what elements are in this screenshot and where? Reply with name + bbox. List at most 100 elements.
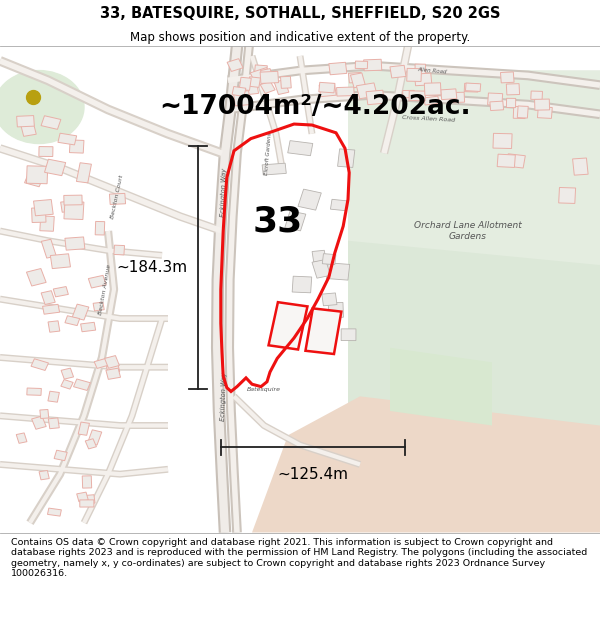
- Text: Eckington Way: Eckington Way: [220, 372, 228, 421]
- Bar: [76, 162, 91, 183]
- Bar: [54, 450, 67, 461]
- Bar: [572, 158, 588, 175]
- Bar: [262, 163, 286, 175]
- Bar: [94, 358, 110, 368]
- Bar: [322, 254, 336, 264]
- Bar: [349, 72, 362, 83]
- Bar: [350, 73, 365, 88]
- Bar: [415, 64, 425, 78]
- Bar: [26, 166, 48, 184]
- Bar: [298, 189, 321, 210]
- Bar: [17, 116, 34, 127]
- Bar: [39, 146, 53, 156]
- Bar: [250, 68, 273, 86]
- Bar: [239, 78, 251, 91]
- Bar: [244, 81, 259, 95]
- Bar: [114, 245, 125, 255]
- Bar: [319, 84, 336, 97]
- Bar: [39, 471, 49, 480]
- Bar: [88, 430, 102, 445]
- Bar: [364, 59, 382, 71]
- Bar: [20, 120, 36, 136]
- Bar: [285, 211, 306, 231]
- Text: ~17004m²/~4.202ac.: ~17004m²/~4.202ac.: [159, 94, 471, 120]
- Bar: [312, 259, 331, 278]
- Bar: [466, 83, 481, 91]
- Bar: [65, 316, 80, 326]
- Text: Batesquire: Batesquire: [247, 386, 281, 391]
- Bar: [538, 107, 552, 118]
- Bar: [48, 321, 60, 332]
- Bar: [40, 409, 49, 419]
- Bar: [506, 84, 520, 95]
- Bar: [254, 65, 268, 78]
- Bar: [260, 71, 278, 83]
- Bar: [31, 359, 49, 371]
- Bar: [328, 302, 343, 318]
- Text: Cross Allen Road: Cross Allen Road: [403, 115, 455, 123]
- Bar: [64, 195, 82, 205]
- Bar: [72, 304, 89, 320]
- Bar: [424, 96, 439, 105]
- Bar: [260, 69, 273, 80]
- Text: 33, BATESQUIRE, SOTHALL, SHEFFIELD, S20 2GS: 33, BATESQUIRE, SOTHALL, SHEFFIELD, S20 …: [100, 6, 500, 21]
- Bar: [50, 254, 70, 269]
- Bar: [32, 208, 46, 222]
- Bar: [61, 379, 73, 389]
- Text: Beckton Court: Beckton Court: [110, 174, 124, 219]
- Bar: [305, 308, 341, 354]
- Bar: [269, 302, 307, 349]
- Bar: [227, 59, 243, 71]
- Bar: [488, 93, 503, 106]
- Bar: [366, 90, 385, 105]
- Bar: [497, 154, 515, 168]
- Bar: [61, 368, 74, 379]
- Bar: [43, 304, 59, 314]
- Bar: [403, 91, 415, 98]
- Bar: [329, 62, 347, 75]
- Bar: [106, 365, 120, 374]
- Text: Map shows position and indicative extent of the property.: Map shows position and indicative extent…: [130, 31, 470, 44]
- Bar: [88, 276, 106, 288]
- Bar: [64, 201, 84, 219]
- Bar: [337, 87, 354, 96]
- Bar: [233, 91, 250, 106]
- Bar: [409, 91, 425, 101]
- Bar: [235, 88, 247, 101]
- Bar: [517, 106, 528, 118]
- Bar: [95, 221, 105, 235]
- Bar: [449, 92, 464, 103]
- Bar: [41, 116, 61, 129]
- Bar: [274, 80, 289, 94]
- Text: 33: 33: [252, 204, 302, 238]
- Bar: [322, 293, 337, 306]
- Bar: [82, 495, 95, 504]
- Bar: [70, 140, 84, 153]
- Text: Allen Road: Allen Road: [417, 67, 447, 74]
- Bar: [65, 237, 85, 250]
- Bar: [490, 101, 503, 111]
- Bar: [281, 76, 291, 88]
- Bar: [338, 149, 355, 168]
- Text: Contains OS data © Crown copyright and database right 2021. This information is : Contains OS data © Crown copyright and d…: [11, 538, 587, 578]
- Bar: [58, 133, 77, 145]
- Bar: [500, 72, 514, 83]
- Bar: [47, 508, 61, 516]
- Polygon shape: [252, 396, 600, 532]
- Bar: [41, 291, 55, 304]
- Text: Orchard Lane Allotment
Gardens: Orchard Lane Allotment Gardens: [414, 221, 522, 241]
- Bar: [40, 216, 54, 231]
- Bar: [85, 439, 97, 449]
- Bar: [424, 82, 441, 96]
- Bar: [259, 78, 275, 94]
- Bar: [415, 73, 432, 86]
- Bar: [319, 82, 335, 93]
- Bar: [232, 86, 246, 96]
- Text: Eckington Way: Eckington Way: [220, 168, 228, 217]
- Polygon shape: [390, 348, 492, 426]
- Circle shape: [0, 71, 84, 144]
- Bar: [356, 83, 377, 99]
- Bar: [440, 89, 457, 99]
- Bar: [34, 199, 53, 216]
- Bar: [93, 302, 104, 311]
